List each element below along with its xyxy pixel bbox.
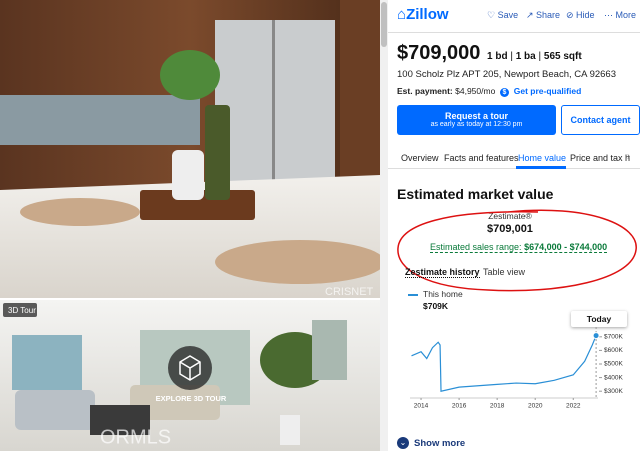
kitchen-photo: CRISNET — [0, 0, 385, 298]
price: $709,000 — [397, 42, 481, 64]
watermark: CRISNET — [325, 286, 374, 298]
y-tick-label: $400K — [604, 374, 623, 381]
contact-button[interactable]: Contact agent — [561, 105, 640, 135]
action-label: Share — [536, 10, 561, 20]
x-tick-label: 2022 — [566, 403, 581, 410]
action-label: Hide — [576, 10, 595, 20]
y-tick-label: $700K — [604, 334, 623, 341]
est-payment-label: Est. payment: — [397, 86, 453, 96]
range-label: Estimated sales range: — [430, 242, 522, 252]
annotation-circle — [397, 209, 637, 292]
action-label: Save — [497, 10, 519, 20]
history-title[interactable]: Zestimate history — [405, 267, 480, 278]
tab-active[interactable]: Home value — [518, 153, 567, 163]
sales-range[interactable]: Estimated sales range: $674,000 - $744,0… — [430, 242, 608, 253]
zestimate: $709,001 — [487, 223, 533, 235]
baths: 1 ba — [515, 51, 536, 62]
prequalify-label: Get pre-qualified — [513, 86, 582, 96]
photos: CRISNET 3D Tour EXPLORE 3D TOUR ORMLS — [0, 0, 388, 451]
living-room-photo: 3D Tour EXPLORE 3D TOUR ORMLS — [0, 300, 380, 451]
show-more[interactable]: Show more — [414, 438, 466, 449]
divider — [388, 32, 640, 33]
section-title: Estimated market value — [397, 186, 554, 202]
divider — [388, 168, 640, 169]
x-tick-label: 2018 — [490, 403, 505, 410]
est-payment-value[interactable]: $4,950/mo — [455, 86, 496, 96]
action[interactable]: ↗ Share — [526, 10, 561, 20]
x-tick-label: 2016 — [452, 403, 467, 410]
current-point — [592, 332, 600, 340]
y-tick-label: $500K — [604, 361, 623, 368]
prequalify[interactable]: $ Get pre-qualified — [500, 86, 581, 97]
watermark: ORMLS — [100, 426, 171, 448]
tour-badge[interactable]: 3D Tour — [8, 306, 36, 315]
y-tick-label: $600K — [604, 347, 623, 354]
today-tooltip: Today — [571, 311, 627, 327]
action-label: More — [615, 10, 637, 20]
sqft: 565 sqft — [543, 51, 582, 62]
tour-button[interactable]: Request a tour as early as today at 12:3… — [397, 105, 556, 135]
facts: 1 bd | 1 ba | 565 sqft — [487, 51, 582, 62]
beds: 1 bd — [487, 51, 508, 62]
range-value: $674,000 - $744,000 — [524, 242, 608, 252]
legend-swatch — [408, 294, 418, 296]
address: 100 Scholz Plz APT 205, Newport Beach, C… — [397, 69, 616, 80]
legend-label: This home — [423, 289, 463, 299]
tab-underline — [516, 166, 566, 169]
x-tick-label: 2014 — [414, 403, 429, 410]
zestimate-chart: $300K $400K $500K $600K $700K 2014 2016 2018 202… — [410, 327, 623, 410]
zestimate-line — [411, 335, 597, 392]
logo[interactable]: ⌂Zillow — [397, 6, 449, 23]
show-more-icon[interactable]: ⌄ — [397, 437, 409, 449]
action[interactable]: ⋯ More — [604, 10, 637, 20]
logo-text: Zillow — [406, 6, 449, 23]
tab[interactable]: Facts and features — [444, 153, 519, 163]
y-tick-label: $300K — [604, 388, 623, 395]
est-payment: Est. payment: $4,950/mo — [397, 86, 495, 96]
action[interactable]: ⊘ Hide — [566, 10, 595, 20]
current-value: $709K — [423, 301, 449, 311]
tour-label: Request a tour — [444, 111, 508, 121]
scrollbar[interactable] — [380, 0, 388, 451]
tab[interactable]: Overview — [401, 153, 439, 163]
tab-scroll[interactable]: › — [627, 151, 631, 162]
x-tick-label: 2020 — [528, 403, 543, 410]
tour-sub: as early as today at 12:30 pm — [430, 121, 523, 128]
tour-button[interactable]: EXPLORE 3D TOUR — [156, 394, 227, 403]
tab[interactable]: Price and tax h — [570, 153, 631, 163]
zestimate-label: Zestimate® — [488, 211, 532, 221]
action[interactable]: ♡ Save — [487, 10, 519, 20]
table-view[interactable]: Table view — [483, 267, 526, 277]
